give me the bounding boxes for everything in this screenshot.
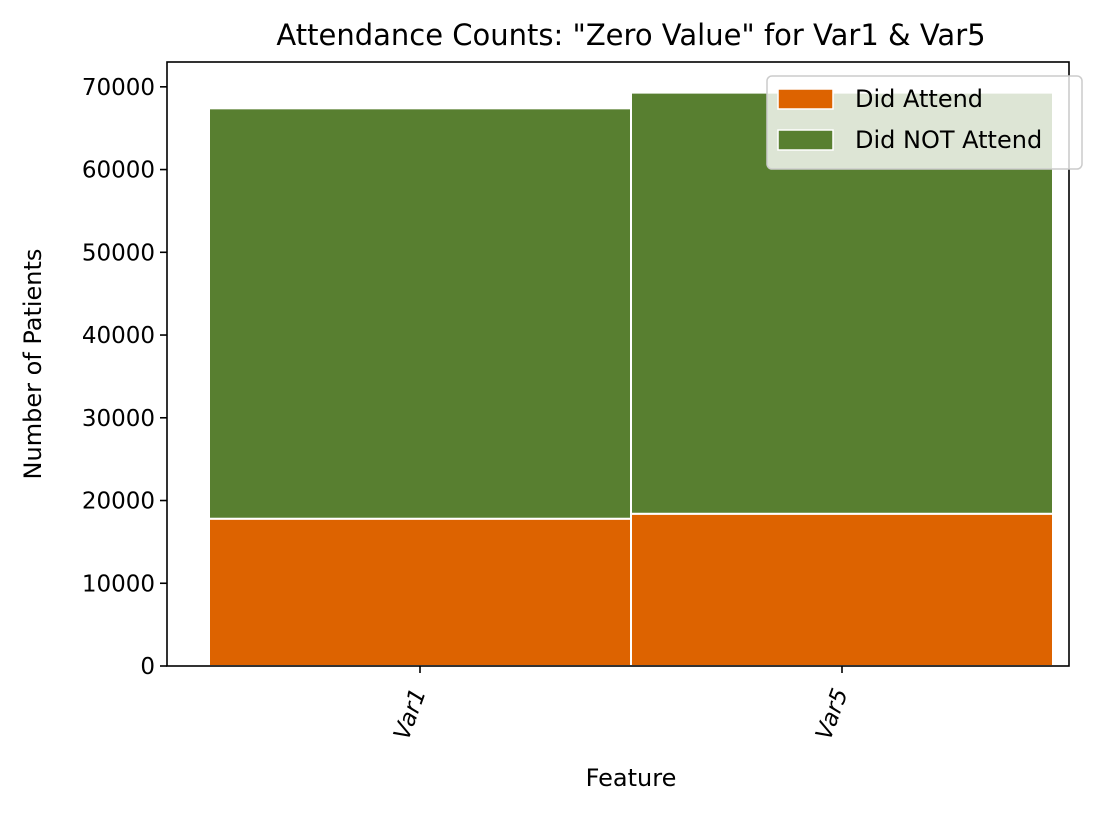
x-axis-label: Feature bbox=[586, 764, 677, 792]
bar-var1-did-attend bbox=[208, 517, 632, 667]
legend-swatch bbox=[777, 129, 834, 151]
legend: Did Attend Did NOT Attend bbox=[766, 75, 1083, 170]
legend-swatch bbox=[777, 88, 834, 110]
y-tick-label: 30000 bbox=[82, 406, 155, 432]
bar-var5-did-attend bbox=[630, 512, 1054, 667]
y-tick-label: 0 bbox=[140, 654, 155, 680]
legend-label: Did NOT Attend bbox=[855, 126, 1042, 154]
x-tick-label: Var5 bbox=[811, 685, 853, 743]
y-tick-label: 70000 bbox=[82, 75, 155, 101]
bars-layer bbox=[208, 91, 1054, 667]
bar-var1-did-not-attend bbox=[208, 107, 632, 520]
y-tick-label: 60000 bbox=[82, 158, 155, 184]
y-axis-label: Number of Patients bbox=[19, 249, 47, 480]
y-tick-label: 50000 bbox=[82, 240, 155, 266]
x-tick-label: Var1 bbox=[389, 685, 431, 743]
plot-frame bbox=[166, 61, 1070, 667]
legend-box bbox=[766, 75, 1083, 170]
legend-label: Did Attend bbox=[855, 85, 983, 113]
y-tick-label: 40000 bbox=[82, 323, 155, 349]
y-tick-label: 10000 bbox=[82, 571, 155, 597]
chart-title: Attendance Counts: "Zero Value" for Var1… bbox=[276, 18, 985, 52]
y-tick-label: 20000 bbox=[82, 489, 155, 515]
axes-layer: 0 10000 20000 30000 40000 50000 60000 70000 Var1… bbox=[82, 61, 1070, 743]
